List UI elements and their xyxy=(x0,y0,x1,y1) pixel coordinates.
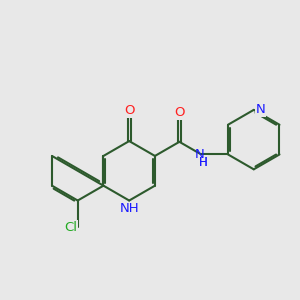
Text: N: N xyxy=(195,148,205,161)
Text: O: O xyxy=(174,106,184,119)
Text: N: N xyxy=(255,103,265,116)
Text: H: H xyxy=(198,156,207,169)
Text: H: H xyxy=(198,156,207,169)
Text: NH: NH xyxy=(119,202,139,215)
Text: O: O xyxy=(124,104,134,117)
Text: Cl: Cl xyxy=(65,221,78,234)
